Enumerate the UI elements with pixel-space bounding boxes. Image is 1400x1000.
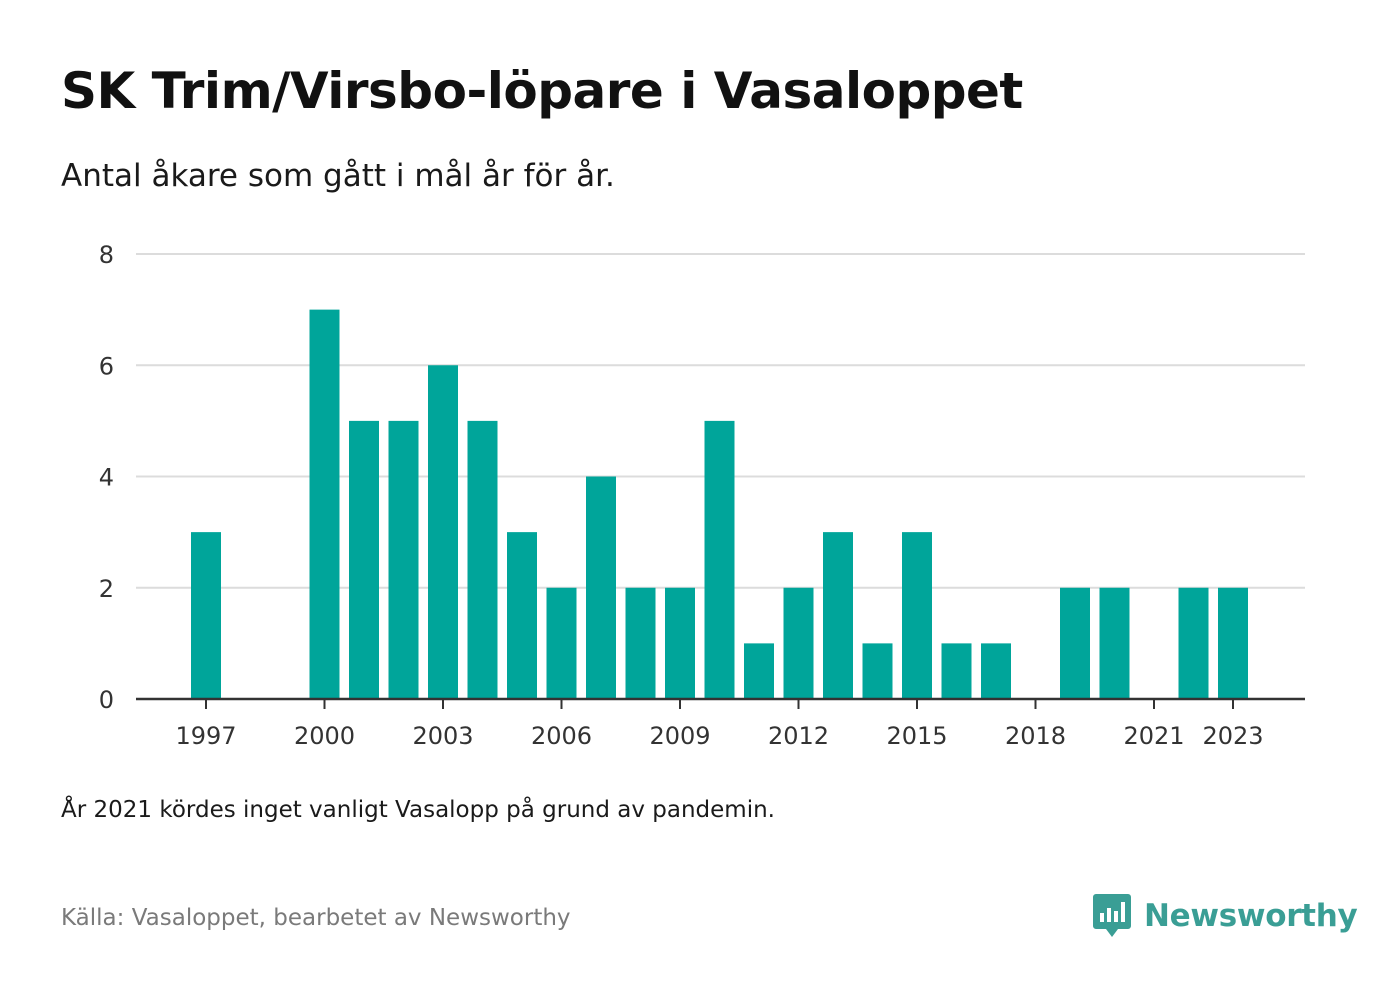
chart-subtitle: Antal åkare som gått i mål år för år. bbox=[61, 158, 615, 194]
y-tick-label: 4 bbox=[99, 464, 114, 492]
bar-2001 bbox=[349, 420, 379, 699]
y-tick-label: 0 bbox=[99, 686, 114, 714]
x-tick-label: 2021 bbox=[1123, 722, 1184, 750]
x-tick-label: 2015 bbox=[886, 722, 947, 750]
bar-2002 bbox=[388, 420, 419, 699]
bar-chart: 0 2 4 6 8 1997 2000 2003 2006 2009 2012 2015 2018 20… bbox=[99, 241, 1305, 750]
bar-2009 bbox=[665, 587, 695, 699]
bar-2006 bbox=[546, 587, 577, 699]
brand-logo: Newsworthy bbox=[1092, 892, 1358, 940]
bar-2005 bbox=[507, 532, 537, 699]
x-tick-label: 2009 bbox=[649, 722, 710, 750]
x-tick-label: 2023 bbox=[1202, 722, 1263, 750]
y-tick-label: 6 bbox=[99, 352, 114, 380]
bar-2013 bbox=[823, 532, 853, 699]
x-tick-label: 2018 bbox=[1005, 722, 1066, 750]
bar-2020 bbox=[1099, 587, 1130, 699]
y-axis-labels: 0 2 4 6 8 bbox=[99, 241, 114, 714]
x-axis-labels: 1997 2000 2003 2006 2009 2012 2015 2018 2021 2023 bbox=[175, 722, 1263, 750]
x-tick-label: 2000 bbox=[294, 722, 355, 750]
bar-2016 bbox=[941, 643, 972, 699]
bar-2008 bbox=[625, 587, 656, 699]
x-tick-label: 1997 bbox=[175, 722, 236, 750]
bars bbox=[191, 309, 1248, 699]
x-axis bbox=[136, 697, 1305, 709]
brand-name: Newsworthy bbox=[1144, 898, 1358, 934]
bar-2022 bbox=[1178, 587, 1209, 699]
bar-2014 bbox=[862, 643, 893, 699]
bar-2017 bbox=[981, 643, 1011, 699]
bar-2015 bbox=[902, 532, 932, 699]
bar-2012 bbox=[783, 587, 814, 699]
chart-title: SK Trim/Virsbo-löpare i Vasaloppet bbox=[61, 62, 1023, 120]
bar-2010 bbox=[704, 420, 735, 699]
bar-2023 bbox=[1218, 587, 1248, 699]
bar-2019 bbox=[1060, 587, 1090, 699]
x-tick-label: 2003 bbox=[412, 722, 473, 750]
y-tick-label: 8 bbox=[99, 241, 114, 269]
bar-2004 bbox=[467, 420, 498, 699]
y-tick-label: 2 bbox=[99, 575, 114, 603]
x-tick-label: 2012 bbox=[768, 722, 829, 750]
bar-2000 bbox=[309, 309, 340, 699]
source-credit: Källa: Vasaloppet, bearbetet av Newswort… bbox=[61, 905, 571, 931]
bar-2011 bbox=[744, 643, 774, 699]
x-tick-label: 2006 bbox=[531, 722, 592, 750]
bar-2003 bbox=[428, 365, 458, 699]
bar-2007 bbox=[586, 476, 616, 699]
chart-note: År 2021 kördes inget vanligt Vasalopp på… bbox=[61, 797, 775, 823]
bar-1997 bbox=[191, 532, 221, 699]
newsworthy-logo-icon bbox=[1093, 894, 1131, 937]
